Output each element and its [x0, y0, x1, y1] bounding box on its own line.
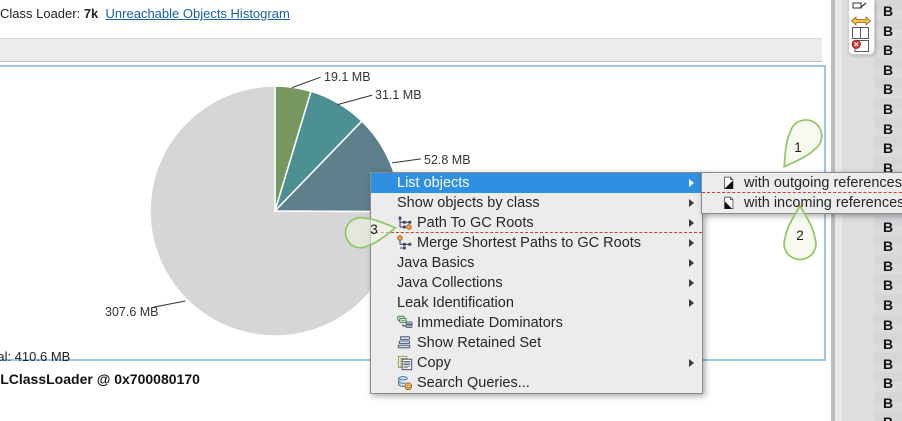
svg-text:3: 3 — [370, 222, 378, 237]
svg-text:2: 2 — [796, 228, 804, 243]
svg-text:1: 1 — [794, 140, 802, 155]
